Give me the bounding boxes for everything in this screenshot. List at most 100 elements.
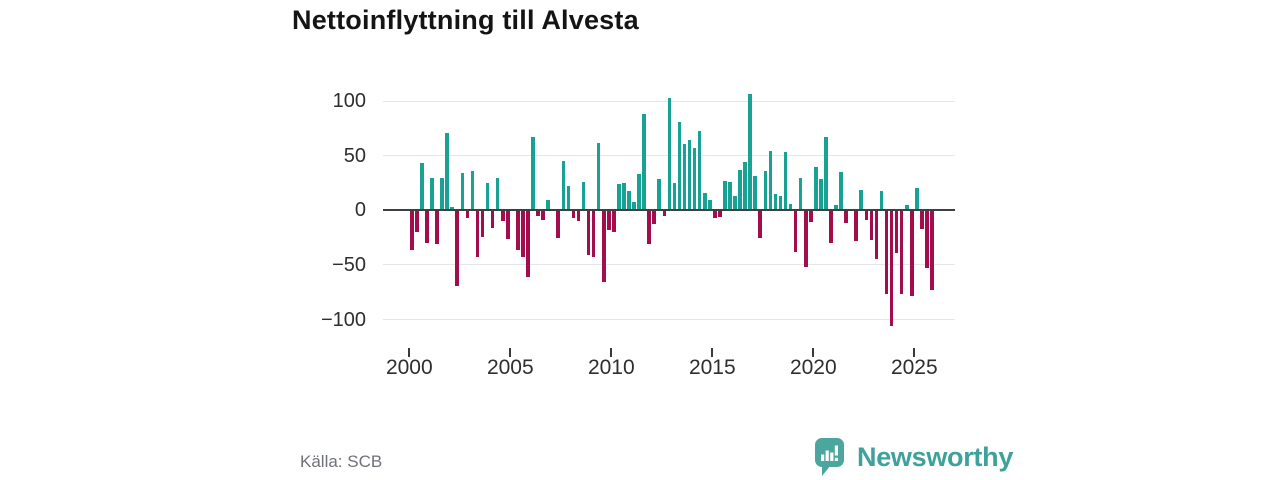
bar-quarter-38 <box>601 210 606 283</box>
bar-quarter-23 <box>526 210 530 277</box>
bar-quarter-8 <box>450 207 455 211</box>
bar-quarter-41 <box>617 184 621 211</box>
bar-quarter-33 <box>576 210 581 222</box>
bar-quarter-101 <box>920 210 924 229</box>
bar-quarter-52 <box>672 182 677 211</box>
bar-quarter-43 <box>627 190 631 211</box>
bar-quarter-21 <box>516 210 520 250</box>
bar-quarter-96 <box>894 210 899 253</box>
bar-quarter-59 <box>707 200 712 211</box>
bar-quarter-13 <box>475 210 480 258</box>
bar-quarter-40 <box>612 210 616 233</box>
bar-quarter-18 <box>500 210 505 222</box>
bar-quarter-25 <box>536 210 540 216</box>
x-tick-2005 <box>509 348 512 357</box>
bar-quarter-31 <box>566 186 571 211</box>
bar-quarter-94 <box>884 210 889 295</box>
x-tick-label-2015: 2015 <box>688 356 736 379</box>
bar-quarter-15 <box>485 182 490 211</box>
bar-quarter-7 <box>445 132 449 211</box>
x-tick-label-2020: 2020 <box>789 356 837 379</box>
bar-quarter-9 <box>455 210 460 286</box>
bar-quarter-4 <box>430 177 434 211</box>
bar-quarter-27 <box>546 200 550 211</box>
bar-quarter-79 <box>808 210 813 223</box>
bar-quarter-36 <box>591 210 596 258</box>
bar-quarter-62 <box>723 180 727 211</box>
bar-quarter-100 <box>915 188 919 211</box>
bar-quarter-63 <box>728 181 732 211</box>
bar-quarter-60 <box>713 210 717 218</box>
zero-axis-line <box>383 209 955 212</box>
bar-quarter-84 <box>834 204 838 211</box>
y-tick-label: 100 <box>332 90 366 113</box>
page-title: Nettoinflyttning till Alvesta <box>292 5 639 35</box>
bar-quarter-55 <box>687 140 692 211</box>
bar-quarter-32 <box>571 210 576 218</box>
bar-quarter-46 <box>642 114 646 211</box>
bar-quarter-80 <box>814 166 818 211</box>
x-tick-label-2000: 2000 <box>385 356 433 379</box>
bar-quarter-95 <box>889 210 894 327</box>
bar-quarter-77 <box>798 177 803 211</box>
bar-quarter-58 <box>702 192 707 211</box>
bar-quarter-53 <box>677 121 682 211</box>
bar-quarter-39 <box>606 210 611 230</box>
newsworthy-wordmark: Newsworthy <box>857 441 1014 472</box>
bar-quarter-88 <box>854 210 859 241</box>
bar-quarter-24 <box>531 137 535 211</box>
bar-quarter-49 <box>657 178 662 211</box>
bar-quarter-85 <box>839 172 843 211</box>
x-tick-label-2010: 2010 <box>587 356 635 379</box>
bar-quarter-89 <box>859 189 864 211</box>
bar-quarter-73 <box>778 196 783 211</box>
x-tick-2010 <box>610 348 613 357</box>
bar-quarter-93 <box>879 190 884 211</box>
bar-quarter-76 <box>793 210 798 252</box>
bar-quarter-14 <box>480 210 485 237</box>
x-tick-2015 <box>711 348 714 357</box>
bar-quarter-86 <box>844 210 848 224</box>
bar-quarter-26 <box>541 210 545 221</box>
bar-quarter-64 <box>733 196 737 211</box>
bar-quarter-65 <box>738 169 742 211</box>
bar-quarter-103 <box>930 210 934 291</box>
bar-quarter-47 <box>647 210 651 245</box>
gridline--50 <box>383 264 955 266</box>
bar-quarter-83 <box>829 210 833 244</box>
bar-quarter-42 <box>622 182 626 211</box>
x-tick-2000 <box>408 348 411 357</box>
bar-quarter-0 <box>410 210 414 250</box>
bar-quarter-66 <box>743 162 747 211</box>
bar-quarter-71 <box>768 151 773 211</box>
x-tick-label-2025: 2025 <box>890 356 938 379</box>
bar-quarter-69 <box>758 210 763 238</box>
bar-quarter-98 <box>904 204 909 211</box>
y-axis-labels: 100 50 0 −50 −100 <box>278 85 366 385</box>
source-caption: Källa: SCB <box>300 452 383 471</box>
bar-quarter-45 <box>637 174 641 211</box>
bar-quarter-51 <box>667 97 672 211</box>
y-tick-label: 50 <box>343 144 366 167</box>
bar-quarter-78 <box>803 210 808 268</box>
gridline--100 <box>383 319 955 321</box>
x-tick-2020 <box>812 348 815 357</box>
bar-quarter-102 <box>925 210 929 269</box>
bar-quarter-81 <box>819 178 823 211</box>
bar-quarter-97 <box>899 210 904 295</box>
bar-quarter-37 <box>596 142 601 211</box>
bar-quarter-16 <box>490 210 495 228</box>
y-tick-label: 0 <box>354 199 366 222</box>
bar-quarter-90 <box>864 210 869 221</box>
bar-quarter-50 <box>662 210 667 216</box>
bar-quarter-72 <box>773 193 778 211</box>
y-tick-label: −50 <box>332 253 366 276</box>
bar-quarter-10 <box>460 173 465 211</box>
bar-quarter-68 <box>753 176 758 211</box>
bar-quarter-19 <box>505 210 510 239</box>
bar-quarter-44 <box>632 201 636 211</box>
bar-quarter-30 <box>561 161 566 211</box>
bar-quarter-1 <box>415 210 419 233</box>
bar-quarter-67 <box>748 94 752 211</box>
